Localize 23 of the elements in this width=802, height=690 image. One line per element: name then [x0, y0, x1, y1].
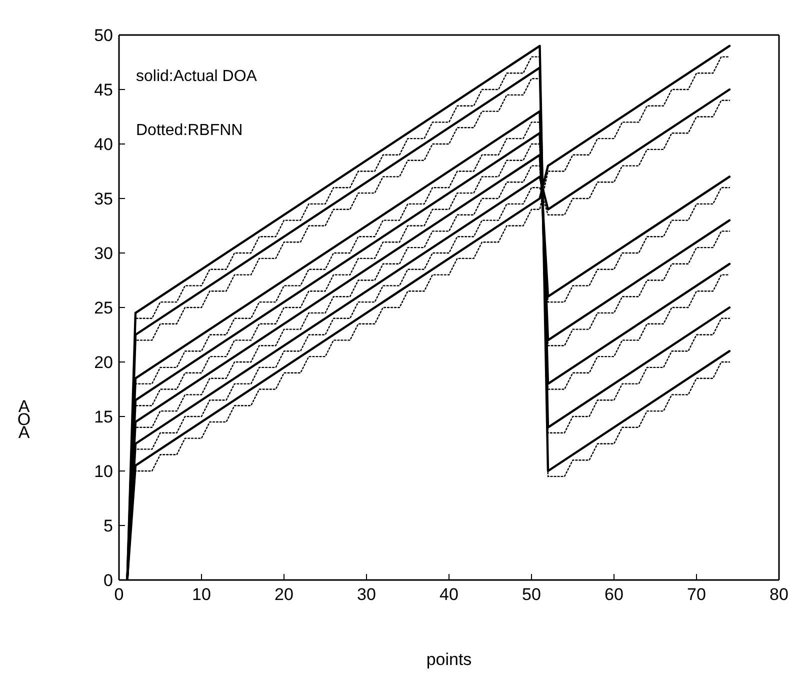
- y-axis-title: AOA: [16, 397, 32, 442]
- x-tick-label: 20: [274, 585, 294, 604]
- annotation: Dotted:RBFNN: [136, 122, 243, 140]
- y-tick-label: 30: [94, 244, 113, 264]
- y-tick-label: 0: [104, 571, 113, 590]
- x-tick-label: 60: [604, 585, 624, 604]
- y-tick-label: 45: [94, 80, 113, 100]
- x-tick-label: 40: [440, 585, 458, 604]
- x-tick-label: 70: [687, 585, 706, 604]
- x-tick-label: 80: [770, 585, 788, 604]
- y-tick-label: 25: [94, 298, 113, 318]
- y-tick-label: 50: [94, 26, 113, 46]
- y-tick-label: 15: [94, 408, 113, 427]
- x-tick-label: 50: [522, 585, 541, 604]
- y-tick-label: 35: [94, 190, 113, 209]
- y-tick-label: 5: [104, 516, 113, 536]
- y-tick-label: 40: [94, 135, 113, 154]
- x-tick-label: 10: [192, 585, 211, 604]
- x-tick-label: 30: [357, 585, 376, 604]
- annotation: solid:Actual DOA: [136, 68, 257, 86]
- x-axis-title: points: [425, 650, 473, 670]
- y-tick-label: 10: [94, 462, 113, 482]
- y-tick-label: 20: [94, 353, 113, 372]
